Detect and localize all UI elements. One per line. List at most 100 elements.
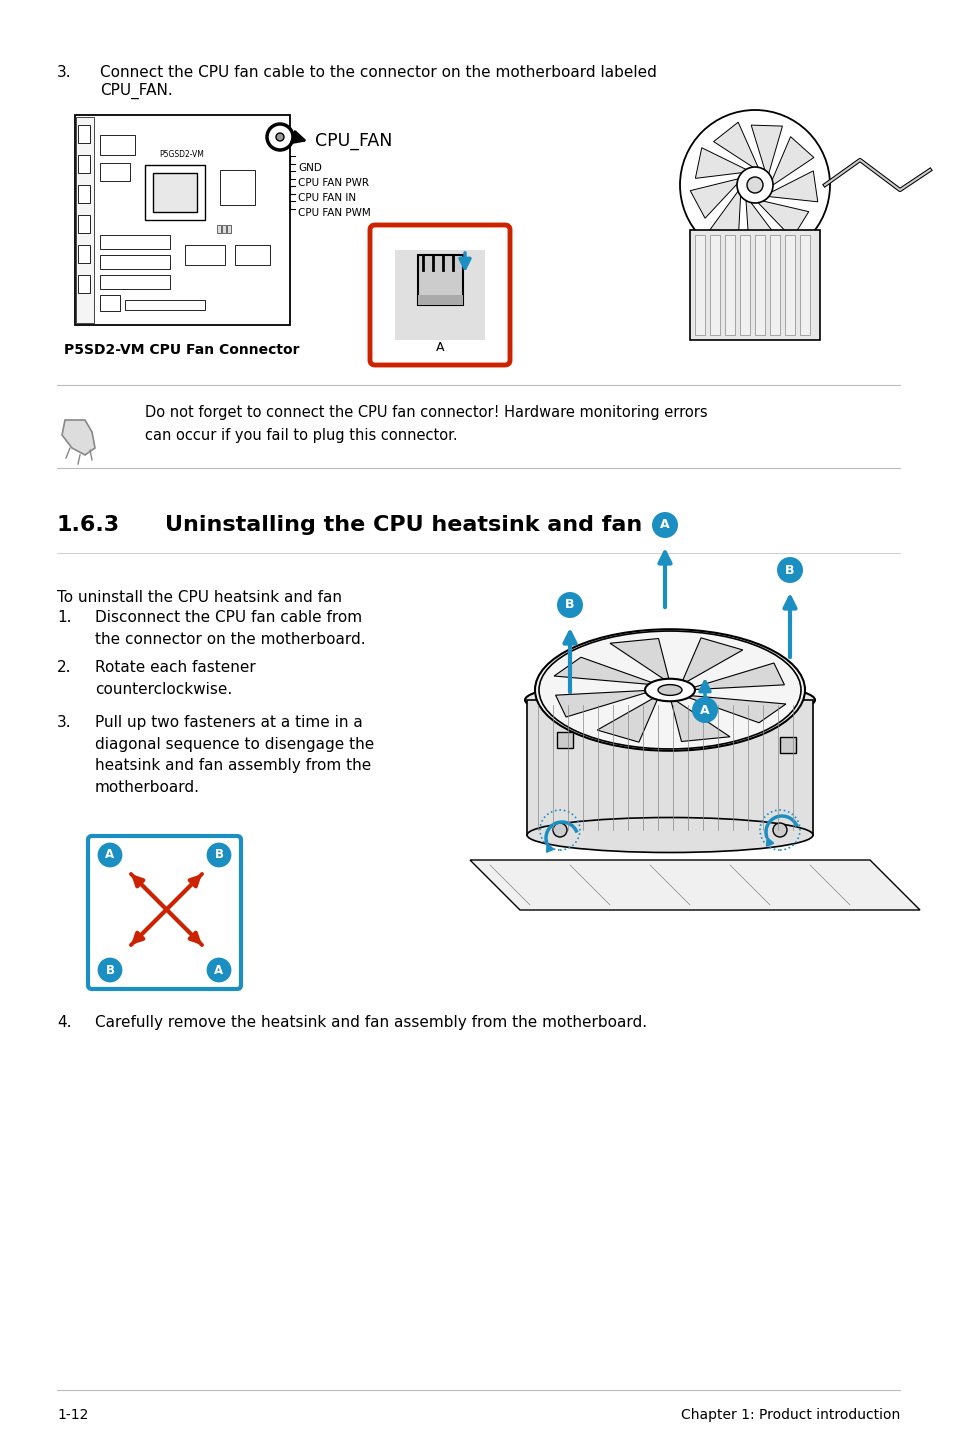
FancyBboxPatch shape (75, 115, 290, 325)
FancyBboxPatch shape (78, 155, 90, 173)
FancyBboxPatch shape (417, 295, 462, 305)
Circle shape (553, 823, 566, 837)
Text: 4.: 4. (57, 1015, 71, 1030)
FancyBboxPatch shape (417, 255, 462, 305)
Circle shape (557, 592, 582, 618)
Polygon shape (690, 178, 740, 219)
Text: Pull up two fasteners at a time in a
diagonal sequence to disengage the
heatsink: Pull up two fasteners at a time in a dia… (95, 715, 374, 795)
Text: A: A (700, 703, 709, 716)
Circle shape (772, 823, 786, 837)
FancyBboxPatch shape (145, 165, 205, 220)
FancyBboxPatch shape (100, 135, 135, 155)
Text: A: A (436, 341, 444, 354)
Polygon shape (745, 198, 779, 250)
Circle shape (737, 167, 772, 203)
FancyBboxPatch shape (709, 234, 720, 335)
Text: CPU_FAN.: CPU_FAN. (100, 83, 172, 99)
Text: A: A (106, 848, 114, 861)
Polygon shape (669, 697, 729, 742)
Polygon shape (713, 122, 758, 170)
Text: Connect the CPU fan cable to the connector on the motherboard labeled: Connect the CPU fan cable to the connect… (100, 65, 657, 81)
Text: CPU FAN PWM: CPU FAN PWM (297, 209, 371, 219)
Text: 1.: 1. (57, 610, 71, 626)
Polygon shape (554, 657, 659, 686)
FancyBboxPatch shape (88, 835, 241, 989)
FancyBboxPatch shape (754, 234, 764, 335)
Text: 2.: 2. (57, 660, 71, 674)
Polygon shape (695, 148, 747, 178)
FancyBboxPatch shape (100, 162, 130, 181)
Text: 3.: 3. (57, 65, 71, 81)
Circle shape (208, 844, 230, 866)
Text: Rotate each fastener
counterclockwise.: Rotate each fastener counterclockwise. (95, 660, 255, 696)
FancyBboxPatch shape (216, 224, 221, 233)
Text: GND: GND (297, 162, 321, 173)
Circle shape (776, 557, 802, 582)
FancyBboxPatch shape (395, 250, 484, 339)
FancyBboxPatch shape (100, 275, 170, 289)
Polygon shape (62, 420, 95, 454)
Polygon shape (470, 860, 919, 910)
FancyBboxPatch shape (769, 234, 780, 335)
FancyBboxPatch shape (780, 738, 795, 754)
Circle shape (691, 697, 718, 723)
Circle shape (267, 124, 293, 150)
Circle shape (679, 109, 829, 260)
Text: A: A (214, 963, 223, 976)
Text: 3.: 3. (57, 715, 71, 731)
FancyBboxPatch shape (557, 732, 573, 748)
Circle shape (651, 512, 678, 538)
Ellipse shape (524, 680, 814, 720)
Text: CPU_FAN: CPU_FAN (314, 132, 392, 150)
FancyBboxPatch shape (78, 125, 90, 142)
Ellipse shape (526, 817, 812, 853)
Text: 1.6.3: 1.6.3 (57, 515, 120, 535)
Text: B: B (565, 598, 574, 611)
Text: CPU FAN IN: CPU FAN IN (297, 193, 355, 203)
Polygon shape (708, 190, 740, 243)
FancyBboxPatch shape (526, 700, 812, 835)
Polygon shape (679, 695, 785, 723)
Text: B: B (784, 564, 794, 577)
FancyBboxPatch shape (689, 230, 820, 339)
FancyBboxPatch shape (152, 173, 196, 211)
Text: P5GSD2-VM: P5GSD2-VM (159, 150, 204, 160)
Ellipse shape (658, 684, 681, 696)
Text: CPU FAN PWR: CPU FAN PWR (297, 178, 369, 188)
FancyBboxPatch shape (100, 234, 170, 249)
FancyBboxPatch shape (724, 234, 734, 335)
Polygon shape (757, 200, 808, 239)
FancyBboxPatch shape (800, 234, 809, 335)
FancyBboxPatch shape (78, 275, 90, 293)
FancyBboxPatch shape (695, 234, 704, 335)
FancyBboxPatch shape (78, 244, 90, 263)
FancyBboxPatch shape (234, 244, 270, 265)
FancyBboxPatch shape (100, 255, 170, 269)
Circle shape (275, 132, 284, 141)
Text: A: A (659, 519, 669, 532)
Text: Uninstalling the CPU heatsink and fan: Uninstalling the CPU heatsink and fan (165, 515, 641, 535)
Text: 1-12: 1-12 (57, 1408, 89, 1422)
FancyBboxPatch shape (78, 186, 90, 203)
FancyBboxPatch shape (76, 116, 94, 324)
Circle shape (208, 959, 230, 981)
Circle shape (99, 844, 121, 866)
Polygon shape (609, 638, 669, 683)
Polygon shape (765, 171, 817, 201)
Ellipse shape (644, 679, 695, 702)
FancyBboxPatch shape (100, 295, 120, 311)
Text: To uninstall the CPU heatsink and fan: To uninstall the CPU heatsink and fan (57, 590, 341, 605)
Polygon shape (750, 125, 781, 175)
Text: P5SD2-VM CPU Fan Connector: P5SD2-VM CPU Fan Connector (64, 344, 299, 357)
FancyBboxPatch shape (740, 234, 749, 335)
FancyBboxPatch shape (220, 170, 254, 206)
FancyBboxPatch shape (222, 224, 226, 233)
FancyBboxPatch shape (227, 224, 231, 233)
Text: Disconnect the CPU fan cable from
the connector on the motherboard.: Disconnect the CPU fan cable from the co… (95, 610, 365, 647)
Text: B: B (214, 848, 223, 861)
Circle shape (99, 959, 121, 981)
Polygon shape (597, 695, 659, 742)
Polygon shape (684, 663, 783, 690)
Polygon shape (769, 137, 813, 186)
Text: Carefully remove the heatsink and fan assembly from the motherboard.: Carefully remove the heatsink and fan as… (95, 1015, 646, 1030)
